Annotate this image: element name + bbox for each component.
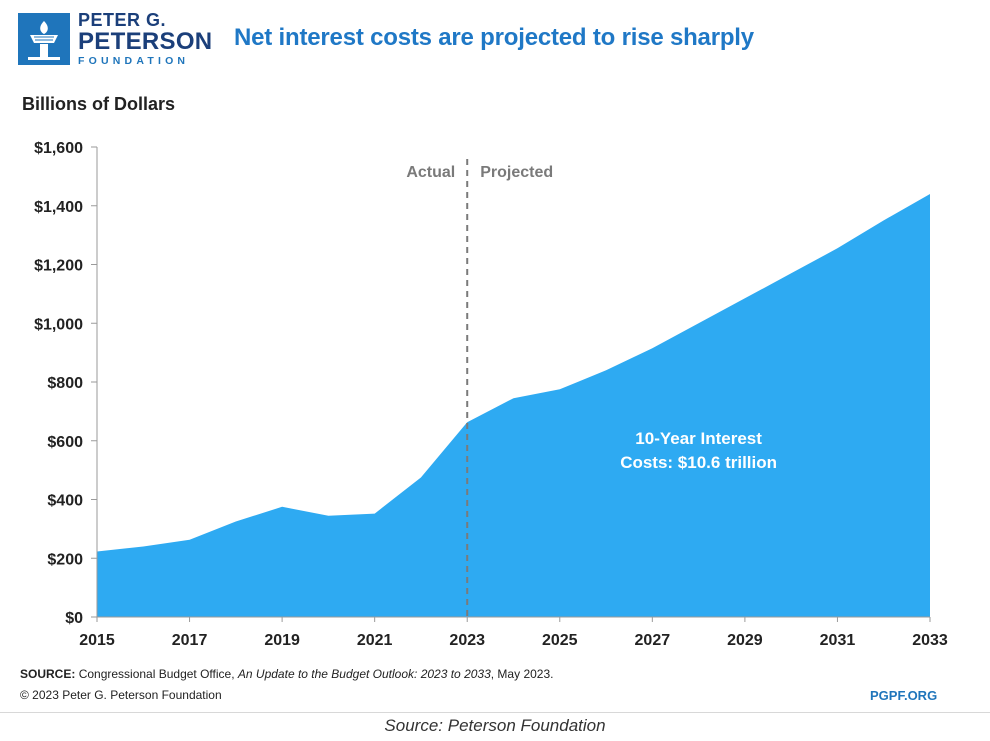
source-title: An Update to the Budget Outlook: 2023 to…: [237, 667, 491, 681]
x-tick-label: 2021: [357, 632, 393, 649]
x-tick-label: 2033: [912, 632, 948, 649]
x-tick-label: 2015: [79, 632, 115, 649]
area-chart: $0 $200 $400 $600 $800 $1,000 $1,200 $1,400 $1,6…: [34, 140, 948, 649]
annotation-line-1: 10-Year Interest: [635, 429, 762, 448]
y-tick-label: $200: [47, 551, 83, 568]
x-tick-label: 2029: [727, 632, 763, 649]
x-tick-label: 2031: [820, 632, 856, 649]
image-caption: Source: Peterson Foundation: [384, 716, 606, 735]
logo-line-2: PETERSON: [78, 28, 213, 56]
copyright-note: © 2023 Peter G. Peterson Foundation: [20, 688, 222, 702]
chart-card: PETER G. PETERSON FOUNDATION Net interes…: [0, 10, 990, 713]
site-link[interactable]: PGPF.ORG: [870, 688, 938, 703]
annotation-line-2: Costs: $10.6 trillion: [620, 453, 777, 472]
actual-label: Actual: [406, 164, 455, 181]
x-tick-label: 2027: [635, 632, 671, 649]
y-tick-label: $1,400: [34, 199, 83, 216]
interest-cost-area: [97, 194, 930, 617]
y-tick-label: $400: [47, 493, 83, 510]
chart-title: Net interest costs are projected to rise…: [234, 24, 754, 51]
x-tick-label: 2025: [542, 632, 578, 649]
source-end: , May 2023.: [490, 667, 554, 681]
peterson-foundation-logo: PETER G. PETERSON FOUNDATION: [18, 10, 212, 68]
y-tick-label: $600: [47, 434, 83, 451]
torch-icon: [18, 13, 70, 65]
logo-wordmark: PETER G. PETERSON FOUNDATION: [78, 11, 212, 67]
logo-line-3: FOUNDATION: [78, 55, 190, 68]
y-tick-label: $1,000: [34, 316, 83, 333]
y-axis-title: Billions of Dollars: [22, 94, 176, 114]
y-tick-label: $1,200: [34, 258, 83, 275]
x-tick-label: 2019: [264, 632, 300, 649]
source-note: SOURCE: Congressional Budget Office, An …: [20, 667, 553, 681]
x-tick-label: 2023: [449, 632, 485, 649]
logo-line-1: PETER G.: [78, 10, 167, 31]
y-tick-label: $800: [47, 375, 83, 392]
y-tick-label: $1,600: [34, 140, 83, 157]
projected-label: Projected: [480, 164, 553, 181]
y-tick-label: $0: [65, 610, 83, 627]
source-text: Congressional Budget Office,: [78, 667, 238, 681]
source-label: SOURCE:: [20, 667, 76, 681]
x-tick-label: 2017: [172, 632, 208, 649]
